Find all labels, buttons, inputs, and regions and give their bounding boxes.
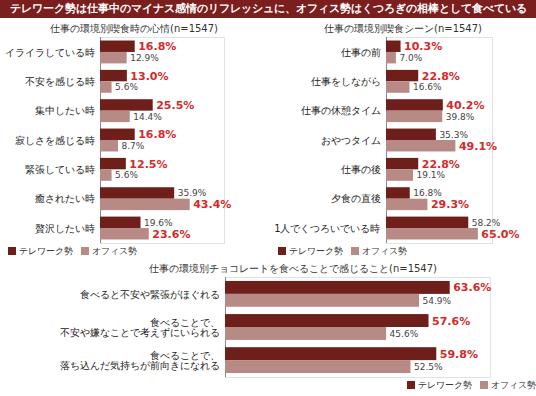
svg-text:14.4%: 14.4%: [133, 112, 162, 122]
svg-text:22.8%: 22.8%: [422, 70, 460, 83]
svg-text:65.0%: 65.0%: [481, 228, 519, 241]
svg-text:贅沢したい時: 贅沢したい時: [35, 223, 95, 234]
svg-text:イライラしている時: イライラしている時: [5, 47, 95, 58]
svg-text:夕食の直後: 夕食の直後: [331, 193, 381, 204]
svg-text:16.8%: 16.8%: [138, 128, 176, 141]
html-text:仕事の環境別喫食時の心情(n=1547): 仕事の環境別喫食時の心情(n=1547): [50, 23, 218, 34]
svg-text:10.3%: 10.3%: [404, 40, 442, 53]
svg-text:54.9%: 54.9%: [422, 296, 451, 306]
svg-text:52.5%: 52.5%: [414, 362, 443, 372]
svg-text:57.6%: 57.6%: [432, 315, 470, 328]
svg-text:23.6%: 23.6%: [152, 228, 190, 241]
svg-text:12.9%: 12.9%: [130, 53, 159, 63]
svg-text:43.4%: 43.4%: [193, 198, 231, 211]
html-text:テレワーク勢: テレワーク勢: [289, 246, 343, 256]
svg-text:食べることで、落ち込んだ気持ちが前向きになれる: 食べることで、落ち込んだ気持ちが前向きになれる: [60, 350, 220, 371]
svg-text:おやつタイム: おやつタイム: [321, 135, 381, 146]
svg-text:16.8%: 16.8%: [413, 188, 442, 198]
html-text:オフィス勢: オフィス勢: [362, 246, 407, 256]
svg-text:45.6%: 45.6%: [390, 329, 419, 339]
html-text:テレワーク勢は仕事中のマイナス感情のリフレッシュに、オフィス: テレワーク勢は仕事中のマイナス感情のリフレッシュに、オフィス勢はくつろぎの相棒と…: [9, 2, 527, 15]
svg-text:8.7%: 8.7%: [121, 141, 144, 151]
svg-text:35.9%: 35.9%: [178, 188, 207, 198]
svg-text:7.0%: 7.0%: [399, 53, 422, 63]
svg-text:39.8%: 39.8%: [446, 112, 475, 122]
svg-text:19.6%: 19.6%: [144, 218, 173, 228]
svg-text:16.6%: 16.6%: [413, 82, 442, 92]
svg-text:仕事の休憩タイム: 仕事の休憩タイム: [301, 105, 381, 116]
svg-text:40.2%: 40.2%: [446, 99, 484, 112]
html-text:オフィス勢: オフィス勢: [92, 246, 137, 256]
svg-text:29.3%: 29.3%: [431, 198, 469, 211]
svg-text:食べることで、不安や嫌なことで考えずにいられる: 食べることで、不安や嫌なことで考えずにいられる: [60, 317, 220, 339]
svg-text:19.1%: 19.1%: [416, 170, 445, 180]
svg-text:59.8%: 59.8%: [440, 348, 478, 361]
svg-text:緊張している時: 緊張している時: [25, 164, 95, 175]
svg-text:1人でくつろいでいる時: 1人でくつろいでいる時: [274, 223, 380, 234]
svg-text:16.8%: 16.8%: [138, 40, 176, 53]
html-text:仕事の環境別チョコレートを食べることで感じること(n=154: 仕事の環境別チョコレートを食べることで感じること(n=1547): [149, 263, 437, 274]
svg-text:仕事の前: 仕事の前: [341, 47, 381, 58]
svg-text:仕事の後: 仕事の後: [341, 164, 381, 175]
svg-text:集中したい時: 集中したい時: [35, 105, 95, 116]
svg-text:不安を感じる時: 不安を感じる時: [25, 76, 95, 87]
svg-text:35.3%: 35.3%: [439, 130, 468, 140]
svg-text:13.0%: 13.0%: [130, 70, 168, 83]
svg-text:寂しさを感じる時: 寂しさを感じる時: [15, 135, 95, 146]
svg-text:癒されたい時: 癒されたい時: [35, 193, 95, 204]
html-text:仕事の環境別喫食シーン(n=1547): 仕事の環境別喫食シーン(n=1547): [324, 23, 482, 34]
svg-text:25.5%: 25.5%: [156, 99, 194, 112]
svg-text:22.8%: 22.8%: [422, 158, 460, 171]
html-text:テレワーク勢: テレワーク勢: [418, 380, 472, 390]
svg-text:仕事をしながら: 仕事をしながら: [311, 76, 381, 87]
html-text:テレワーク勢: テレワーク勢: [19, 246, 73, 256]
html-text:オフィス勢: オフィス勢: [491, 380, 536, 390]
svg-text:食べると不安や緊張がほぐれる: 食べると不安や緊張がほぐれる: [80, 289, 220, 300]
svg-text:49.1%: 49.1%: [459, 140, 497, 153]
svg-text:5.6%: 5.6%: [115, 170, 138, 180]
svg-text:63.6%: 63.6%: [453, 281, 491, 294]
svg-text:58.2%: 58.2%: [472, 218, 501, 228]
svg-text:5.6%: 5.6%: [115, 82, 138, 92]
svg-text:12.5%: 12.5%: [129, 158, 167, 171]
